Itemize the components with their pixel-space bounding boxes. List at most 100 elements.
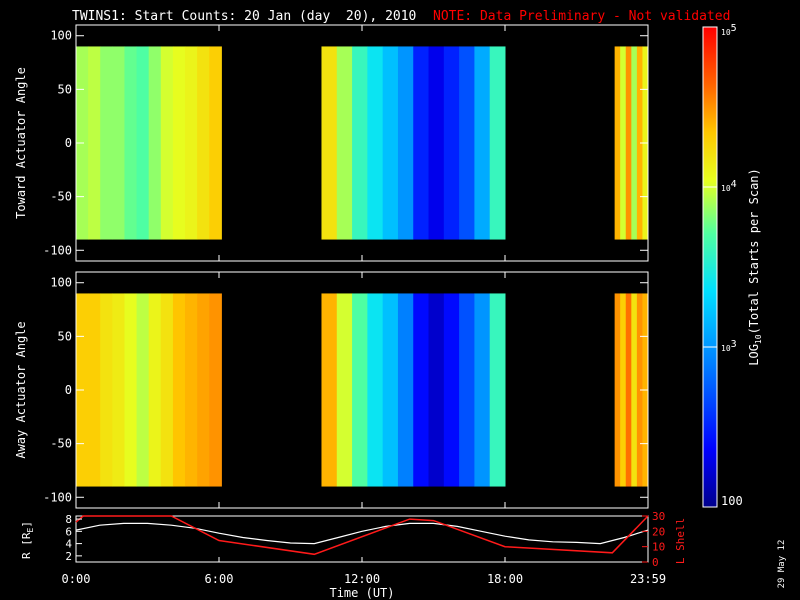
toward-block-1-stripe [382,46,399,240]
toward-block-2-stripe [631,46,638,240]
colorbar-tick-label: 103 [721,339,737,353]
away-ytick-label: 0 [65,383,72,397]
toward-block-1-stripe [367,46,384,240]
colorbar-tick-label: 100 [721,494,743,508]
toward-block-1-stripe [397,46,414,240]
away-ytick-label: -100 [43,490,72,504]
r-ytick-label: 8 [65,513,72,526]
toward-block-2-stripe [620,46,627,240]
toward-block-0-stripe [197,46,210,240]
r-axis-label-main: R [R [20,532,33,559]
toward-block-0-stripe [209,46,222,240]
date-stamp: 29 May 12 [777,540,787,589]
r-ytick-label: 2 [65,550,72,563]
lshell-ytick-label: 10 [652,541,665,554]
toward-block-0-stripe [100,46,113,240]
toward-block-1-stripe [489,46,506,240]
lshell-ytick-label: 20 [652,525,665,538]
toward-block-0-stripe [112,46,125,240]
away-y-axis: 100 50 0 -50 -100 [43,272,649,508]
toward-block-1-stripe [321,46,338,240]
colorbar-tick-label: 104 [721,179,737,193]
r-axis-label-end: ] [20,521,33,528]
away-block-0-stripe [209,293,222,487]
orbit-panel-frame [75,515,649,563]
away-block-0-stripe [136,293,150,487]
orbit-lines [75,515,649,556]
away-block-1-stripe [459,293,475,487]
away-block-1-stripe [413,293,430,487]
away-block-0-stripe [124,293,138,487]
away-block-1-stripe [321,293,338,487]
colorbar-tick-label: 105 [721,23,737,37]
toward-ytick-label: 0 [65,136,72,150]
toward-block-2-stripe [636,46,643,240]
colorbar-tick-base: 10 [721,184,731,193]
toward-block-1-stripe [336,46,353,240]
away-block-2-stripe [631,293,638,487]
toward-block-0-stripe [172,46,186,240]
toward-block-1-stripe [474,46,491,240]
away-ytick-label: 50 [58,329,72,343]
away-block-2-stripe [614,293,621,487]
away-block-1-stripe [397,293,414,487]
x-tick-label: 6:00 [205,572,234,586]
away-block-0-stripe [172,293,186,487]
away-panel: 100 50 0 -50 -100 Away Actuator Angle [14,271,649,509]
preliminary-note: NOTE: Data Preliminary - Not validated [433,9,730,24]
colorbar-gradient [702,26,718,508]
away-block-1-stripe [367,293,384,487]
r-ytick-label: 4 [65,538,72,551]
toward-heatmap [76,46,649,240]
toward-block-1-stripe [459,46,475,240]
toward-block-0-stripe [124,46,138,240]
lshell-series-line [75,515,649,556]
x-tick-label: 23:59 [630,572,666,586]
away-block-1-stripe [382,293,399,487]
toward-block-0-stripe [185,46,198,240]
lshell-ytick-label: 30 [652,510,665,523]
toward-y-axis-label: Toward Actuator Angle [14,67,28,219]
x-tick-label: 0:00 [62,572,91,586]
x-axis-label: Time (UT) [329,586,394,600]
x-tick-label: 12:00 [344,572,380,586]
toward-block-0-stripe [160,46,174,240]
toward-block-2-stripe [614,46,621,240]
colorbar-tick-exp: 4 [731,179,737,190]
toward-ytick-label: -50 [50,190,72,204]
colorbar-tick-base: 10 [721,28,731,37]
toward-block-0-stripe [88,46,101,240]
r-ytick-label: 6 [65,525,72,538]
away-y-axis-label: Away Actuator Angle [14,321,28,458]
lshell-axis-label: L Shell [674,518,687,564]
away-ytick-label: 100 [50,276,72,290]
away-block-2-stripe [636,293,643,487]
toward-panel: 100 50 0 -50 -100 Toward Actuator Angle [14,24,649,262]
toward-block-2-stripe [625,46,632,240]
away-block-1-stripe [474,293,491,487]
away-block-0-stripe [197,293,210,487]
toward-block-0-stripe [136,46,150,240]
away-block-0-stripe [100,293,113,487]
away-block-0-stripe [148,293,162,487]
x-tick-label: 18:00 [487,572,523,586]
toward-block-1-stripe [443,46,460,240]
toward-block-1-stripe [413,46,430,240]
colorbar-label: LOG10(Total Starts per Scan) [747,168,763,366]
colorbar-tick-base: 10 [721,344,731,353]
toward-ytick-label: 100 [50,29,72,43]
away-block-2-stripe [625,293,632,487]
colorbar-label-sub: 10 [754,334,763,344]
r-axis-label: R [RE] [20,521,35,559]
toward-y-axis: 100 50 0 -50 -100 [43,25,649,261]
away-block-1-stripe [336,293,353,487]
away-block-2-stripe [620,293,627,487]
away-block-0-stripe [88,293,101,487]
r-axis-label-sub: E [26,527,35,532]
away-block-0-stripe [185,293,198,487]
